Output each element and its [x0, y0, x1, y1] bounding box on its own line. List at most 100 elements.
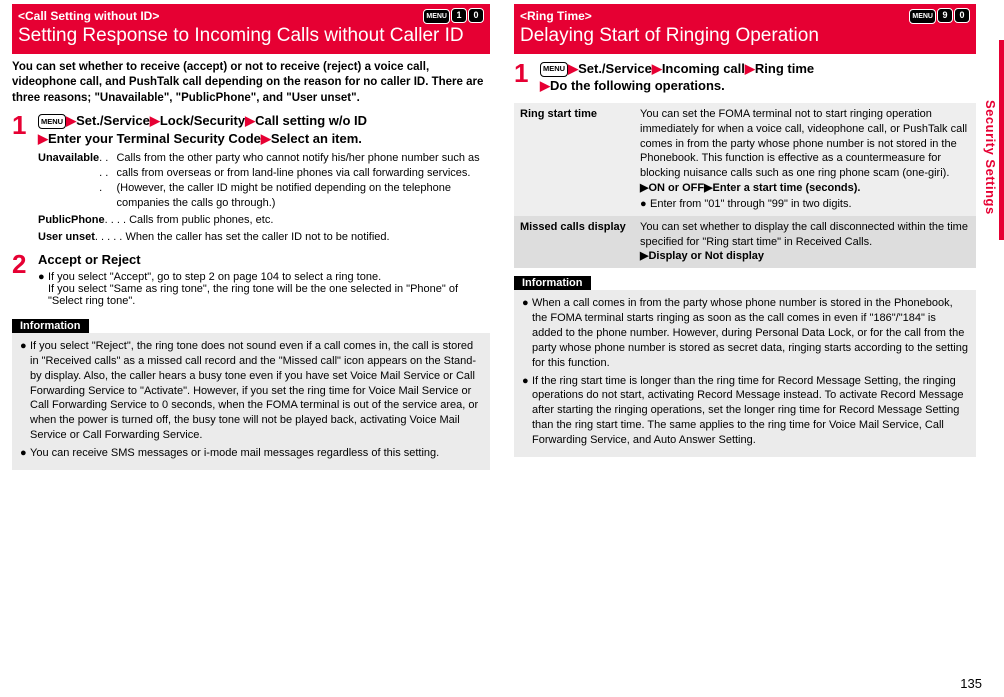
- step-2-title: Accept or Reject: [38, 251, 490, 269]
- key-0: 0: [468, 8, 484, 23]
- row-cmd: ON or OFF: [648, 182, 704, 194]
- step-1-num: 1: [12, 112, 38, 147]
- left-header-top: <Call Setting without ID> MENU10: [18, 7, 484, 24]
- step-2-body: Accept or Reject ● If you select "Accept…: [38, 251, 490, 308]
- row-cmd2: Enter a start time (seconds).: [713, 182, 861, 194]
- info-text-2: You can receive SMS messages or i-mode m…: [30, 446, 439, 461]
- info-text-1: If you select "Reject", the ring tone do…: [30, 339, 482, 443]
- def-dots: . . . . .: [99, 151, 113, 210]
- path-set-service: Set./Service: [76, 113, 150, 128]
- menu-key-icon: MENU: [38, 114, 66, 129]
- path-lock-security: Lock/Security: [160, 113, 245, 128]
- right-keys: MENU90: [908, 7, 970, 24]
- right-header: <Ring Time> MENU90 Delaying Start of Rin…: [514, 4, 976, 54]
- info-bullet-2: ● You can receive SMS messages or i-mode…: [20, 446, 482, 461]
- def-term: PublicPhone: [38, 213, 105, 228]
- right-tag: <Ring Time>: [520, 9, 592, 23]
- row-cmd: Display or Not display: [648, 250, 764, 262]
- right-title: Delaying Start of Ringing Operation: [520, 25, 970, 48]
- bullet-dot-icon: ●: [522, 296, 532, 370]
- bullet-dot-icon: ●: [20, 339, 30, 443]
- step-2-bullet: ● If you select "Accept", go to step 2 o…: [38, 271, 490, 307]
- settings-table: Ring start time You can set the FOMA ter…: [514, 103, 976, 268]
- arrow-icon: ▶: [245, 113, 255, 128]
- info-bullet-2: ● If the ring start time is longer than …: [522, 374, 968, 448]
- left-column: <Call Setting without ID> MENU10 Setting…: [0, 0, 502, 697]
- info-text-1: When a call comes in from the party whos…: [532, 296, 968, 370]
- left-tag: <Call Setting without ID>: [18, 9, 159, 23]
- row-desc-cell: You can set whether to display the call …: [634, 216, 976, 269]
- def-dots: . . . .: [105, 213, 126, 228]
- key-9: 9: [937, 8, 953, 23]
- key-1: 1: [451, 8, 467, 23]
- path-call-setting: Call setting w/o ID: [255, 113, 367, 128]
- key-menu: MENU: [423, 9, 450, 24]
- def-desc: When the caller has set the caller ID no…: [125, 230, 389, 245]
- path-set-service: Set./Service: [578, 61, 652, 76]
- info-text-2: If the ring start time is longer than th…: [532, 374, 968, 448]
- left-intro: You can set whether to receive (accept) …: [12, 60, 490, 107]
- step-1-body: MENU▶Set./Service▶Incoming call▶Ring tim…: [540, 60, 976, 95]
- path-ring-time: Ring time: [755, 61, 814, 76]
- arrow-icon: ▶: [66, 113, 76, 128]
- left-keys: MENU10: [422, 7, 484, 24]
- step-1-body: MENU▶Set./Service▶Lock/Security▶Call set…: [38, 112, 490, 147]
- row-desc: You can set the FOMA terminal not to sta…: [640, 108, 967, 179]
- row-term: Missed calls display: [514, 216, 634, 269]
- left-header: <Call Setting without ID> MENU10 Setting…: [12, 4, 490, 54]
- row-desc: You can set whether to display the call …: [640, 221, 968, 248]
- arrow-icon: ▶: [704, 182, 712, 194]
- right-step-1: 1 MENU▶Set./Service▶Incoming call▶Ring t…: [514, 60, 976, 95]
- left-title: Setting Response to Incoming Calls witho…: [18, 25, 484, 48]
- right-header-top: <Ring Time> MENU90: [520, 7, 970, 24]
- page: <Call Setting without ID> MENU10 Setting…: [0, 0, 1004, 697]
- definitions: Unavailable. . . . . Calls from the othe…: [38, 151, 490, 244]
- bullet-dot-icon: ●: [20, 446, 30, 461]
- arrow-icon: ▶: [261, 131, 271, 146]
- arrow-icon: ▶: [745, 61, 755, 76]
- step-1-main: MENU▶Set./Service▶Incoming call▶Ring tim…: [540, 60, 976, 95]
- bullet-dot-icon: ●: [38, 271, 48, 307]
- do-following: Do the following operations.: [550, 78, 725, 93]
- def-userunset: User unset . . . . . When the caller has…: [38, 230, 490, 245]
- def-desc: Calls from the other party who cannot no…: [116, 151, 490, 210]
- info-label: Information: [514, 276, 591, 290]
- side-label: Security Settings: [983, 100, 998, 215]
- bullet-dot-icon: ●: [640, 197, 650, 212]
- bullet-dot-icon: ●: [522, 374, 532, 448]
- side-red-bar: [999, 40, 1004, 240]
- right-column: <Ring Time> MENU90 Delaying Start of Rin…: [502, 0, 1004, 697]
- row-note: ● Enter from "01" through "99" in two di…: [640, 197, 970, 212]
- side-tab: Security Settings: [982, 40, 1004, 300]
- def-desc: Calls from public phones, etc.: [129, 213, 273, 228]
- def-term: User unset: [38, 230, 95, 245]
- def-dots: . . . . .: [95, 230, 123, 245]
- left-info: Information ● If you select "Reject", th…: [12, 311, 490, 470]
- row-term: Ring start time: [514, 103, 634, 216]
- select-item: Select an item.: [271, 131, 362, 146]
- key-0: 0: [954, 8, 970, 23]
- key-menu: MENU: [909, 9, 936, 24]
- arrow-icon: ▶: [568, 61, 578, 76]
- page-number: 135: [960, 676, 982, 691]
- info-bullet-1: ● If you select "Reject", the ring tone …: [20, 339, 482, 443]
- step-2-text: If you select "Accept", go to step 2 on …: [48, 271, 490, 307]
- def-term: Unavailable: [38, 151, 99, 210]
- table-row: Missed calls display You can set whether…: [514, 216, 976, 269]
- menu-key-icon: MENU: [540, 62, 568, 77]
- step-1: 1 MENU▶Set./Service▶Lock/Security▶Call s…: [12, 112, 490, 147]
- info-body: ● If you select "Reject", the ring tone …: [12, 333, 490, 470]
- row-desc-cell: You can set the FOMA terminal not to sta…: [634, 103, 976, 216]
- enter-code: Enter your Terminal Security Code: [48, 131, 261, 146]
- info-bullet-1: ● When a call comes in from the party wh…: [522, 296, 968, 370]
- def-unavailable: Unavailable. . . . . Calls from the othe…: [38, 151, 490, 210]
- arrow-icon: ▶: [540, 78, 550, 93]
- table-row: Ring start time You can set the FOMA ter…: [514, 103, 976, 216]
- right-info: Information ● When a call comes in from …: [514, 268, 976, 456]
- info-body: ● When a call comes in from the party wh…: [514, 290, 976, 456]
- path-incoming-call: Incoming call: [662, 61, 745, 76]
- arrow-icon: ▶: [150, 113, 160, 128]
- def-publicphone: PublicPhone. . . . Calls from public pho…: [38, 213, 490, 228]
- row-note-text: Enter from "01" through "99" in two digi…: [650, 197, 852, 212]
- step-2-num: 2: [12, 251, 38, 308]
